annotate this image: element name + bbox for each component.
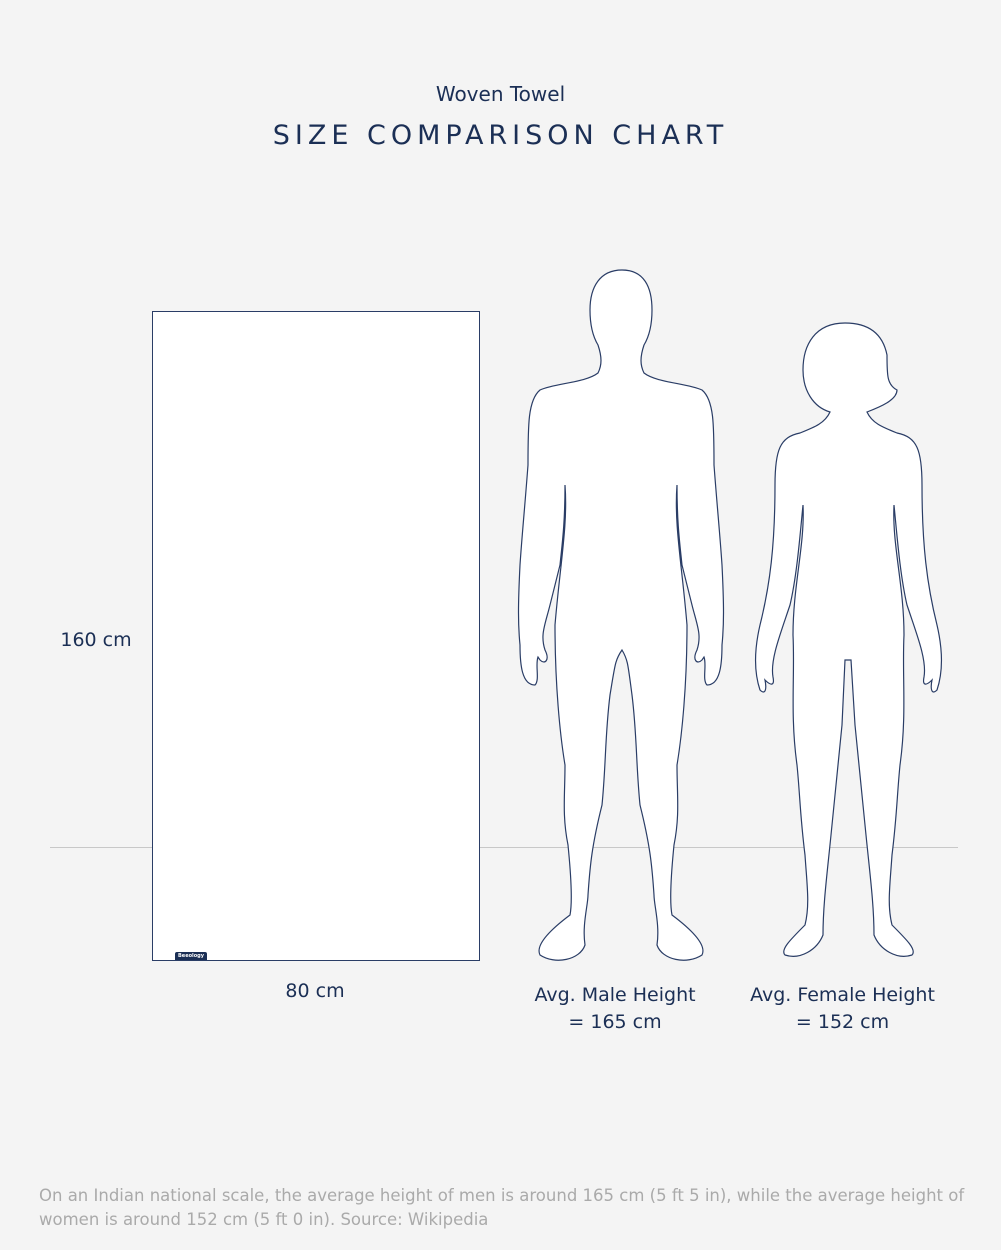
female-label-line1: Avg. Female Height [750, 984, 935, 1006]
female-silhouette [754, 322, 943, 957]
male-label-line2: = 165 cm [568, 1011, 662, 1033]
female-height-label: Avg. Female Height = 152 cm [735, 982, 950, 1036]
female-label-line2: = 152 cm [795, 1011, 890, 1033]
chart-subtitle: Woven Towel [435, 82, 566, 106]
chart-title: SIZE COMPARISON CHART [272, 120, 729, 151]
male-label-line1: Avg. Male Height [534, 984, 696, 1006]
male-height-label: Avg. Male Height = 165 cm [505, 982, 725, 1036]
towel-height-label: 160 cm [60, 629, 132, 651]
towel-width-label: 80 cm [285, 980, 345, 1002]
footnote: On an Indian national scale, the average… [39, 1186, 965, 1229]
male-silhouette [517, 269, 725, 961]
brand-tag: Beeology [175, 952, 208, 960]
floor-line [50, 847, 958, 848]
towel-shape: Beeology [152, 311, 480, 961]
